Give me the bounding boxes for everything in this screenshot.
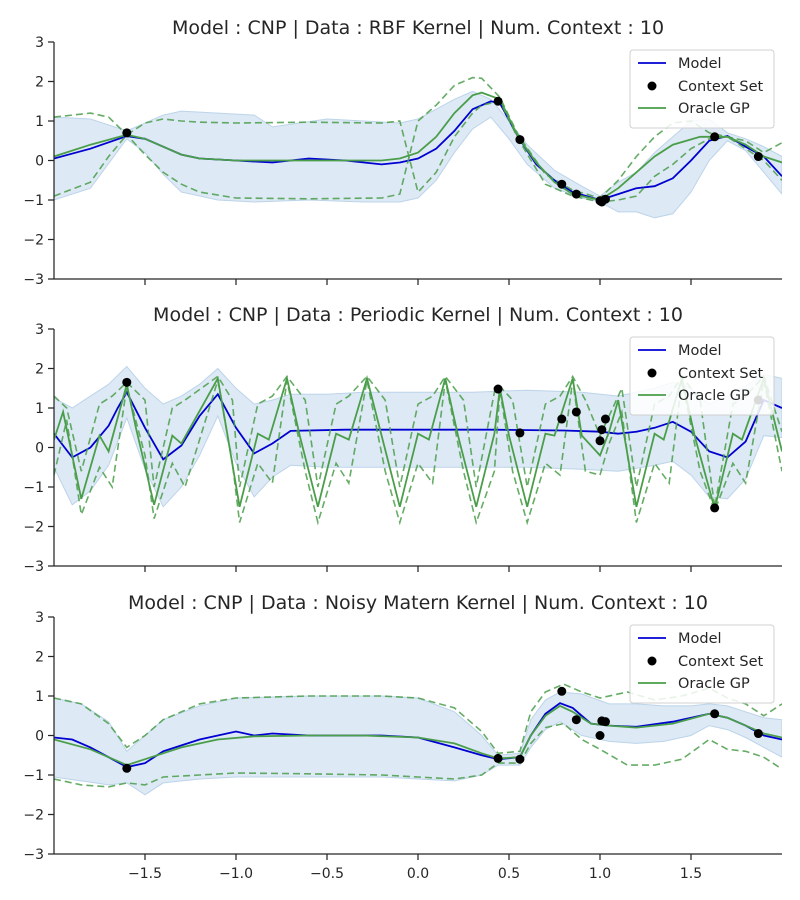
y-tick-label: 2 — [35, 650, 44, 666]
context-point — [557, 414, 567, 424]
oracle-gp-line — [54, 374, 782, 513]
legend-entry: Context Set — [678, 654, 764, 670]
context-point — [493, 384, 503, 394]
context-point — [122, 128, 132, 138]
context-point — [710, 503, 720, 513]
y-tick-label: −2 — [23, 233, 44, 249]
legend-entry: Model — [678, 631, 722, 647]
context-point — [753, 152, 763, 162]
x-tick-label: −1.0 — [219, 866, 253, 882]
legend-entry: Context Set — [678, 79, 764, 95]
y-tick-label: 1 — [35, 401, 44, 417]
y-tick-label: 0 — [35, 729, 44, 745]
legend: Model Context Set Oracle GP — [629, 624, 775, 704]
y-tick-label: −3 — [23, 847, 44, 863]
context-point — [571, 715, 581, 725]
y-tick-label: −2 — [23, 520, 44, 536]
legend-entry: Oracle GP — [678, 388, 750, 404]
model-line — [54, 702, 782, 769]
x-tick-label: −0.5 — [310, 866, 344, 882]
context-point — [515, 754, 525, 764]
context-point — [710, 132, 720, 142]
legend-context-swatch — [647, 368, 657, 378]
y-tick-label: −1 — [23, 768, 44, 784]
y-tick-label: 0 — [35, 154, 44, 170]
context-point — [600, 414, 610, 424]
oracle-gp-lower-line — [54, 100, 782, 203]
context-point — [515, 135, 525, 145]
chart-panel-2: −3 −2 −1 0 1 2 3 Model : CNP | Data : Periodic … — [23, 304, 782, 575]
x-tick-label: −1.5 — [128, 866, 162, 882]
x-tick-label: 1.0 — [589, 866, 611, 882]
chart-title: Model : CNP | Data : RBF Kernel | Num. C… — [172, 17, 664, 39]
legend-entry: Oracle GP — [678, 101, 750, 117]
chart-title: Model : CNP | Data : Periodic Kernel | N… — [153, 304, 683, 326]
context-point — [122, 377, 132, 387]
y-tick-label: 3 — [35, 35, 44, 51]
context-point — [493, 96, 503, 106]
context-point — [122, 763, 132, 773]
y-tick-label: 3 — [35, 610, 44, 626]
y-tick-label: 1 — [35, 689, 44, 705]
y-tick-label: 3 — [35, 322, 44, 338]
x-tick-label: 0.5 — [498, 866, 520, 882]
context-point — [557, 686, 567, 696]
legend-entry: Context Set — [678, 366, 764, 382]
context-point — [557, 179, 567, 189]
oracle-gp-lower-line — [54, 380, 782, 526]
y-tick-label: −3 — [23, 559, 44, 575]
y-tick-label: 2 — [35, 362, 44, 378]
legend: Model Context Set Oracle GP — [629, 336, 775, 416]
context-point — [595, 436, 605, 446]
y-tick-label: 2 — [35, 75, 44, 91]
legend-context-swatch — [647, 81, 657, 91]
oracle-gp-lower-line — [54, 722, 782, 788]
context-point — [753, 729, 763, 739]
legend-entry: Oracle GP — [678, 676, 750, 692]
legend-context-swatch — [647, 656, 657, 666]
context-point — [571, 189, 581, 199]
chart-panel-3: −3 −2 −1 0 1 2 3 −1.5 −1.0 −0.5 0.0 0.5 1.0 1.5 Model … — [23, 592, 782, 882]
legend-entry: Model — [678, 56, 722, 72]
x-tick-label: 1.5 — [680, 866, 702, 882]
context-point — [595, 731, 605, 740]
legend-entry: Model — [678, 343, 722, 359]
y-tick-label: −3 — [23, 272, 44, 288]
x-tick-label: 0.0 — [407, 866, 429, 882]
legend: Model Context Set Oracle GP — [629, 49, 775, 129]
y-tick-label: −1 — [23, 480, 44, 496]
y-tick-label: 0 — [35, 441, 44, 457]
context-point — [515, 428, 525, 438]
context-point — [600, 717, 610, 727]
context-point — [597, 425, 607, 435]
context-point — [600, 194, 610, 204]
context-point — [710, 709, 720, 719]
chart-panel-1: −3 −2 −1 0 1 2 3 Model : CNP | Data : RBF Kerne… — [23, 17, 782, 288]
model-uncertainty-band — [54, 691, 782, 796]
context-point — [493, 753, 503, 763]
y-tick-label: −1 — [23, 193, 44, 209]
y-tick-label: 1 — [35, 114, 44, 130]
context-point — [571, 407, 581, 417]
y-tick-label: −2 — [23, 808, 44, 824]
oracle-gp-line — [54, 91, 782, 201]
chart-title: Model : CNP | Data : Noisy Matern Kernel… — [128, 592, 708, 614]
